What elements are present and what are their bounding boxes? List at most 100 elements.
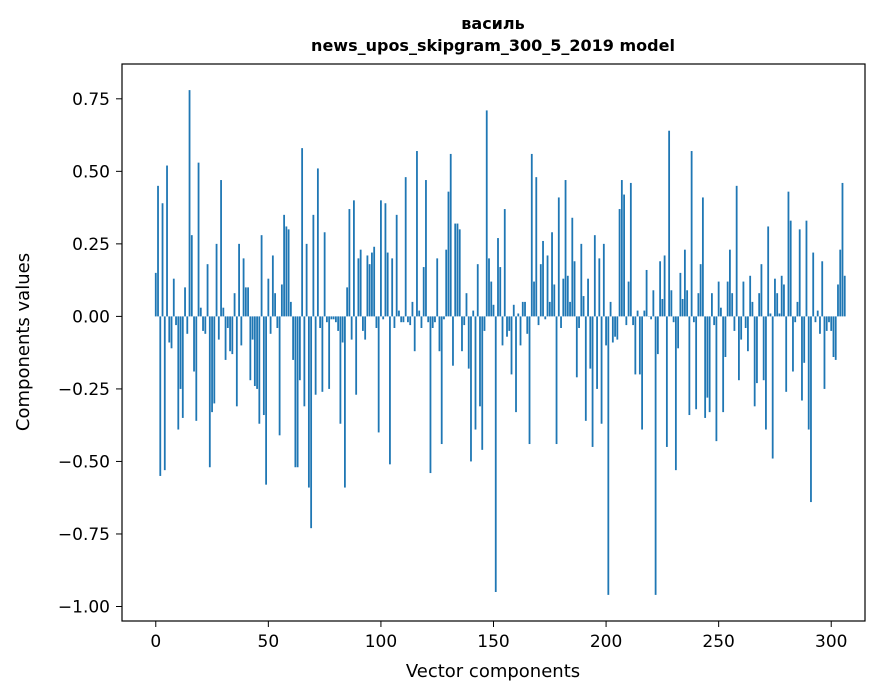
- bar: [238, 243, 240, 317]
- bar: [510, 316, 513, 375]
- bar: [393, 316, 396, 328]
- bar: [411, 301, 414, 317]
- bar: [362, 316, 364, 331]
- bar: [416, 151, 418, 317]
- bar: [614, 316, 616, 337]
- bar: [711, 293, 713, 317]
- bar: [323, 232, 326, 317]
- bar: [384, 203, 387, 317]
- bar: [170, 316, 173, 349]
- bar: [654, 316, 657, 595]
- bar: [312, 214, 315, 317]
- bar: [184, 287, 186, 317]
- bar: [339, 316, 342, 424]
- bar: [812, 252, 815, 317]
- bar: [420, 316, 423, 328]
- bar: [679, 272, 682, 317]
- bar: [819, 316, 821, 334]
- bar: [492, 304, 495, 317]
- bar: [593, 235, 596, 317]
- bar: [298, 316, 301, 381]
- bar: [623, 194, 625, 317]
- bar: [429, 316, 432, 474]
- bar: [346, 287, 349, 317]
- bar: [792, 316, 794, 372]
- bar: [560, 316, 562, 328]
- bar: [697, 293, 700, 317]
- bar: [753, 316, 756, 407]
- bar: [706, 316, 709, 398]
- bar: [629, 182, 632, 317]
- bar: [479, 316, 481, 407]
- bar: [380, 200, 382, 317]
- bar: [422, 267, 425, 317]
- bar: [398, 310, 400, 317]
- bar: [659, 261, 662, 317]
- y-tick-label: 0.50: [72, 162, 110, 182]
- bar: [794, 316, 797, 323]
- bar: [276, 316, 279, 328]
- bar: [503, 209, 506, 317]
- bar: [699, 264, 702, 317]
- bar: [582, 296, 585, 317]
- bar: [220, 180, 222, 317]
- bar: [321, 316, 324, 392]
- bar: [425, 180, 427, 317]
- bar: [195, 316, 198, 421]
- bar: [783, 284, 785, 317]
- bar: [584, 316, 587, 421]
- bar: [472, 310, 475, 317]
- bar: [222, 307, 225, 317]
- bar: [474, 316, 477, 430]
- bar: [539, 264, 542, 317]
- bar: [805, 220, 808, 317]
- bar: [204, 316, 207, 334]
- bar: [177, 316, 180, 430]
- bar: [751, 301, 754, 317]
- bar: [638, 316, 641, 375]
- bar: [528, 316, 531, 445]
- bar: [837, 284, 839, 317]
- x-axis-ticks: 0 50 100 150 200 250 300: [150, 621, 847, 652]
- bar: [717, 281, 720, 317]
- bar: [625, 316, 628, 326]
- bar: [163, 316, 166, 471]
- bar: [359, 249, 362, 317]
- bar: [278, 316, 281, 436]
- bar: [400, 316, 403, 323]
- bar: [497, 238, 499, 317]
- bar: [413, 316, 416, 352]
- bar: [458, 229, 461, 317]
- bar: [463, 316, 466, 326]
- bar: [569, 301, 571, 317]
- bar: [796, 301, 799, 317]
- bar: [575, 316, 578, 378]
- bar: [211, 316, 213, 413]
- bar: [722, 316, 725, 413]
- bar: [449, 153, 452, 317]
- bar: [249, 316, 252, 381]
- bar: [445, 249, 448, 317]
- bar: [440, 316, 443, 445]
- bar: [157, 185, 159, 317]
- bar: [839, 249, 842, 317]
- bar: [605, 316, 607, 346]
- bar: [620, 180, 623, 317]
- bar: [726, 281, 729, 317]
- bar: [776, 293, 779, 317]
- bar: [519, 316, 522, 346]
- bar: [330, 316, 333, 320]
- bar: [591, 316, 594, 447]
- bar: [233, 293, 236, 317]
- bar: [602, 243, 605, 317]
- bar: [470, 316, 472, 462]
- bar: [762, 316, 765, 381]
- bar: [454, 223, 457, 317]
- bar: [431, 316, 434, 328]
- bar: [344, 316, 346, 488]
- x-tick-label: 150: [477, 632, 509, 652]
- bar: [251, 316, 254, 340]
- bar: [524, 301, 526, 317]
- bar: [357, 258, 360, 317]
- bar: [544, 316, 547, 320]
